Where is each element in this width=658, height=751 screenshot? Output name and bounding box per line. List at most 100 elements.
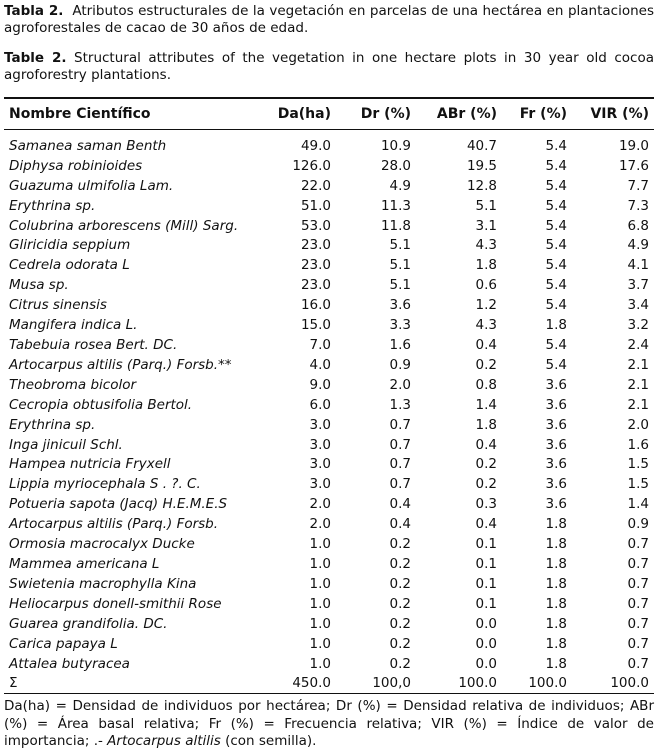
value-cell: 2.1 [627, 376, 649, 393]
species-name-cell: Mammea americana L [9, 555, 160, 572]
value-cell: 0.2 [389, 635, 411, 652]
value-cell: 5.4 [545, 237, 567, 254]
table-row: Erythrina sp. 51.0 11.3 5.1 5.4 7.3 [4, 196, 654, 216]
table-row: Swietenia macrophylla Kina 1.0 0.2 0.1 1.8 0.… [4, 574, 654, 594]
species-name-cell: Mangifera indica L. [9, 317, 138, 334]
value-cell: 6.0 [309, 396, 331, 413]
value-cell: 0.0 [475, 615, 497, 632]
species-name-cell: Gliricidia seppium [9, 237, 131, 254]
value-cell: 1.8 [545, 516, 567, 533]
value-cell: 5.1 [389, 277, 411, 294]
value-cell: 0.4 [389, 496, 411, 513]
value-cell: 1.2 [475, 297, 497, 314]
value-cell: 2.0 [389, 376, 411, 393]
table-row: Cedrela odorata L 23.0 5.1 1.8 5.4 4.1 [4, 255, 654, 275]
value-cell: 0.2 [389, 595, 411, 612]
column-header: Nombre Científico [9, 106, 151, 122]
value-cell: 7.3 [627, 197, 649, 214]
value-cell: 12.8 [466, 177, 497, 194]
species-name-cell: Ormosia macrocalyx Ducke [9, 536, 195, 553]
value-cell: 3.7 [627, 277, 649, 294]
value-cell: 1.5 [627, 456, 649, 473]
caption-text-english: Structural attributes of the vegetation … [4, 50, 654, 83]
species-name-cell: Lippia myriocephala S . ?. C. [9, 476, 201, 493]
value-cell: 3.6 [545, 416, 567, 433]
value-cell: 5.1 [475, 197, 497, 214]
table-row: Carica papaya L 1.0 0.2 0.0 1.8 0.7 [4, 634, 654, 654]
value-cell: 53.0 [300, 217, 331, 234]
species-name-cell: Guarea grandifolia. DC. [9, 615, 168, 632]
value-cell: 11.8 [380, 217, 411, 234]
value-cell: 1.8 [545, 536, 567, 553]
table-row: Cecropia obtusifolia Bertol. 6.0 1.3 1.4 3.6… [4, 395, 654, 415]
footnote-text: Da(ha) = Densidad de individuos por hect… [4, 698, 654, 750]
value-cell: 3.0 [309, 416, 331, 433]
table-row: Samanea saman Benth 49.0 10.9 40.7 5.4 19.0 [4, 130, 654, 156]
value-cell: 0.1 [475, 595, 497, 612]
value-cell: 2.1 [627, 356, 649, 373]
table-caption-spanish: Tabla 2. Atributos estructurales de la v… [4, 3, 654, 37]
value-cell: 3.6 [545, 396, 567, 413]
value-cell: 0.9 [389, 356, 411, 373]
value-cell: 4.3 [475, 317, 497, 334]
value-cell: 5.4 [545, 217, 567, 234]
value-cell: 3.6 [389, 297, 411, 314]
table-header: Nombre Científico Da(ha) Dr (%) ABr (%) … [4, 98, 654, 130]
value-cell: 51.0 [300, 197, 331, 214]
species-name-cell: Heliocarpus donell-smithii Rose [9, 595, 222, 612]
value-cell: 11.3 [380, 197, 411, 214]
vegetation-table: Nombre Científico Da(ha) Dr (%) ABr (%) … [4, 97, 654, 694]
caption-text-spanish: Atributos estructurales de la vegetación… [4, 3, 654, 36]
value-cell: 0.7 [389, 456, 411, 473]
value-cell: 0.7 [389, 416, 411, 433]
value-cell: 4.0 [309, 356, 331, 373]
value-cell: 2.0 [627, 416, 649, 433]
value-cell: 100.0 [610, 675, 649, 692]
value-cell: 5.4 [545, 137, 567, 154]
value-cell: 0.4 [389, 516, 411, 533]
value-cell: 4.9 [389, 177, 411, 194]
species-name-cell: Tabebuia rosea Bert. DC. [9, 337, 178, 354]
value-cell: 0.7 [627, 575, 649, 592]
value-cell: 6.8 [627, 217, 649, 234]
table-footnote: Da(ha) = Densidad de individuos por hect… [4, 698, 654, 751]
table-row: Artocarpus altilis (Parq.) Forsb.** 4.0 0.… [4, 355, 654, 375]
value-cell: 2.0 [309, 516, 331, 533]
value-cell: 0.7 [389, 476, 411, 493]
value-cell: 0.2 [475, 456, 497, 473]
species-name-cell: Cedrela odorata L [9, 257, 130, 274]
value-cell: 1.8 [545, 655, 567, 672]
value-cell: 1.4 [475, 396, 497, 413]
value-cell: 0.0 [475, 635, 497, 652]
value-cell: 1.8 [545, 635, 567, 652]
value-cell: 3.6 [545, 436, 567, 453]
table-row: Inga jinicuil Schl. 3.0 0.7 0.4 3.6 1.6 [4, 435, 654, 455]
value-cell: 1.5 [627, 476, 649, 493]
species-name-cell: Erythrina sp. [9, 416, 96, 433]
species-name-cell: Artocarpus altilis (Parq.) Forsb.** [9, 356, 232, 373]
value-cell: 1.0 [309, 615, 331, 632]
value-cell: 7.7 [627, 177, 649, 194]
value-cell: 0.4 [475, 436, 497, 453]
table-row: Mangifera indica L. 15.0 3.3 4.3 1.8 3.2 [4, 315, 654, 335]
value-cell: 9.0 [309, 376, 331, 393]
value-cell: 1.8 [475, 416, 497, 433]
species-name-cell: Swietenia macrophylla Kina [9, 575, 197, 592]
value-cell: 5.4 [545, 257, 567, 274]
value-cell: 0.2 [475, 356, 497, 373]
value-cell: 5.4 [545, 157, 567, 174]
value-cell: 3.0 [309, 436, 331, 453]
value-cell: 3.3 [389, 317, 411, 334]
value-cell: 1.8 [475, 257, 497, 274]
value-cell: 0.7 [627, 635, 649, 652]
value-cell: 49.0 [300, 137, 331, 154]
table-row: Erythrina sp. 3.0 0.7 1.8 3.6 2.0 [4, 415, 654, 435]
table-row: Tabebuia rosea Bert. DC. 7.0 1.6 0.4 5.4 2.4 [4, 335, 654, 355]
table-row: Colubrina arborescens (Mill) Sarg. 53.0 11… [4, 216, 654, 236]
value-cell: 1.0 [309, 536, 331, 553]
table-row: Citrus sinensis 16.0 3.6 1.2 5.4 3.4 [4, 295, 654, 315]
value-cell: 1.8 [545, 575, 567, 592]
value-cell: 0.2 [389, 615, 411, 632]
value-cell: 4.9 [627, 237, 649, 254]
value-cell: 2.0 [309, 496, 331, 513]
